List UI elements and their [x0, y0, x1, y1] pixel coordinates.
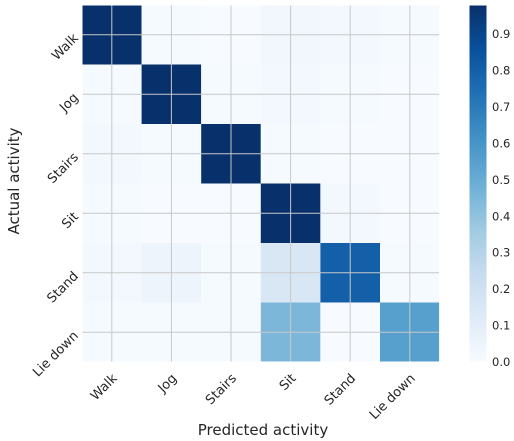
x-tick-label: Sit: [277, 371, 300, 394]
x-tick-label: Jog: [155, 371, 180, 396]
x-tick-label: Walk: [88, 371, 121, 404]
colorbar-tick-label: 0.6: [492, 136, 510, 150]
x-tick-labels: Walk Jog Stairs Sit Stand Lie down: [88, 371, 419, 423]
y-tick-label: Lie down: [30, 329, 82, 381]
plot-frame: [81, 4, 441, 363]
colorbar-tick-label: 0.3: [492, 246, 510, 260]
colorbar-tick-label: 0.2: [492, 282, 510, 296]
colorbar-tick-label: 0.9: [492, 27, 510, 41]
y-tick-label: Walk: [49, 31, 82, 64]
y-tick-label: Sit: [59, 210, 82, 233]
y-tick-labels: Walk Jog Stairs Sit Stand Lie down: [30, 31, 82, 380]
colorbar-tick-label: 0.8: [492, 64, 510, 78]
heatmap-cells: [82, 5, 440, 362]
colorbar-tick-label: 0.0: [492, 355, 510, 369]
colorbar-tick-label: 0.5: [492, 173, 510, 187]
colorbar-tick-labels: 0.0 0.1 0.2 0.3 0.4 0.5 0.6 0.7 0.8 0.9: [492, 27, 510, 369]
y-tick-label: Stairs: [45, 150, 82, 187]
y-tick-label: Stand: [44, 269, 81, 306]
heatmap-gridlines: [82, 5, 440, 362]
y-axis-label: Actual activity: [5, 127, 23, 234]
colorbar-tick-label: 0.1: [492, 319, 510, 333]
y-tick-label: Jog: [56, 91, 81, 116]
colorbar-gradient: [468, 4, 488, 363]
x-axis-label: Predicted activity: [198, 421, 329, 439]
colorbar-tick-label: 0.7: [492, 100, 510, 114]
x-tick-label: Stairs: [203, 371, 240, 408]
x-tick-label: Stand: [322, 371, 359, 408]
x-tick-label: Lie down: [367, 371, 419, 423]
colorbar: 0.0 0.1 0.2 0.3 0.4 0.5 0.6 0.7 0.8 0.9: [468, 4, 510, 369]
colorbar-tick-label: 0.4: [492, 209, 510, 223]
